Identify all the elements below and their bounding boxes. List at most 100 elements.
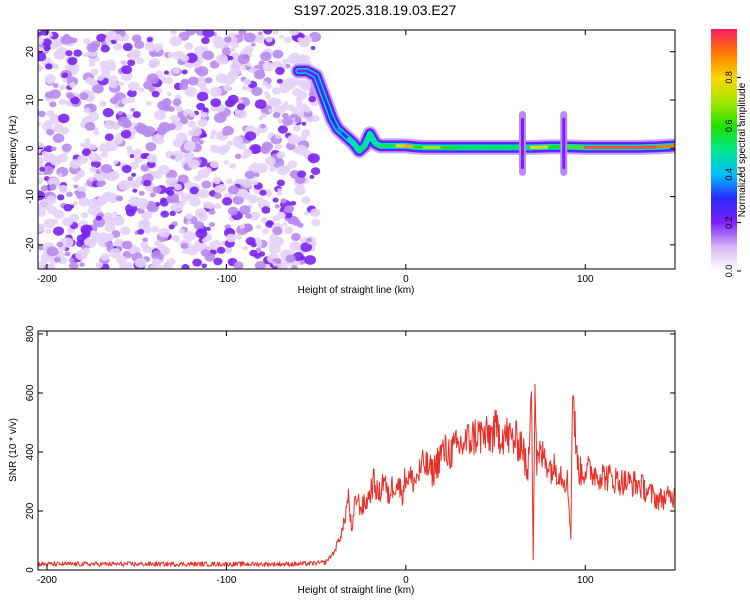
noise-speckle (134, 155, 139, 159)
noise-speckle (28, 107, 39, 116)
noise-speckle (206, 227, 211, 231)
noise-speckle (294, 117, 301, 123)
noise-speckle (110, 97, 119, 104)
noise-speckle (128, 82, 139, 92)
snr-ytick-label: 400 (25, 443, 36, 460)
noise-speckle (235, 141, 241, 146)
noise-speckle (277, 165, 289, 175)
noise-speckle (24, 73, 33, 81)
noise-speckle (194, 221, 204, 230)
noise-speckle (273, 101, 279, 106)
noise-speckle (245, 171, 255, 179)
noise-speckle (108, 145, 114, 150)
noise-speckle (261, 217, 268, 223)
colorbar-tick-label: 0.4 (724, 168, 734, 181)
noise-speckle (154, 43, 163, 50)
noise-speckle (105, 216, 117, 226)
noise-speckle (149, 265, 158, 272)
noise-speckle (301, 129, 310, 137)
noise-speckle (192, 259, 202, 267)
noise-speckle (282, 222, 287, 226)
noise-speckle (267, 221, 273, 226)
noise-speckle (210, 98, 221, 107)
noise-speckle (187, 43, 192, 47)
noise-speckle (243, 149, 252, 157)
colorbar-tick-label: 0.6 (724, 120, 734, 133)
noise-speckle (197, 92, 208, 102)
noise-speckle (207, 203, 215, 210)
noise-speckle (67, 57, 77, 65)
noise-speckle (272, 227, 282, 236)
noise-speckle (214, 203, 220, 208)
noise-speckle (304, 107, 311, 113)
noise-speckle (45, 63, 53, 69)
noise-speckle (73, 49, 82, 56)
noise-speckle (130, 49, 141, 58)
noise-speckle (132, 122, 137, 126)
noise-speckle (262, 81, 268, 86)
noise-speckle (181, 243, 189, 249)
noise-speckle (240, 224, 245, 229)
noise-speckle (142, 238, 148, 243)
noise-speckle (291, 107, 299, 114)
noise-speckle (81, 212, 88, 218)
noise-speckle (47, 79, 53, 84)
noise-speckle (35, 157, 44, 164)
noise-speckle (263, 27, 272, 35)
noise-speckle (166, 177, 178, 187)
noise-speckle (53, 227, 64, 236)
noise-speckle (241, 179, 252, 188)
noise-speckle (278, 125, 288, 133)
noise-speckle (303, 55, 310, 61)
colorbar: 0.00.20.40.60.8 Normalized spectral ampl… (711, 29, 748, 277)
noise-speckle (96, 181, 104, 188)
noise-speckle (276, 151, 285, 158)
noise-speckle (160, 211, 169, 218)
noise-speckle (155, 137, 164, 145)
noise-speckle (79, 262, 85, 267)
noise-speckle (247, 63, 252, 67)
noise-speckle (101, 164, 112, 173)
noise-speckle (118, 117, 130, 127)
noise-speckle (182, 249, 188, 254)
noise-speckle (183, 231, 195, 241)
noise-speckle (292, 88, 302, 96)
spectrogram-xtick-label: 100 (577, 274, 594, 285)
figure-title: S197.2025.318.19.03.E27 (294, 2, 457, 18)
noise-speckle (35, 52, 46, 61)
noise-speckle (149, 76, 159, 84)
noise-speckle (191, 244, 201, 252)
noise-speckle (57, 242, 64, 248)
noise-speckle (251, 212, 260, 219)
noise-speckle (151, 51, 156, 55)
noise-speckle (93, 204, 101, 211)
noise-speckle (243, 246, 248, 250)
noise-speckle (287, 134, 299, 144)
noise-speckle (260, 52, 271, 62)
noise-speckle (167, 190, 175, 196)
noise-speckle (61, 85, 67, 90)
noise-speckle (109, 248, 121, 258)
noise-speckle (210, 135, 215, 139)
noise-speckle (82, 248, 90, 255)
noise-speckle (291, 265, 298, 270)
noise-speckle (96, 215, 102, 220)
noise-speckle (216, 73, 228, 83)
noise-speckle (72, 176, 79, 182)
noise-speckle (224, 160, 229, 164)
noise-speckle (182, 69, 188, 74)
noise-speckle (310, 208, 320, 217)
noise-speckle (49, 113, 57, 119)
noise-speckle (58, 173, 63, 177)
noise-speckle (220, 145, 228, 152)
noise-speckle (135, 258, 147, 268)
noise-speckle (74, 190, 79, 195)
spectrogram-xtick-label: -100 (216, 274, 236, 285)
noise-speckle (197, 119, 207, 128)
noise-speckle (224, 36, 232, 42)
noise-speckle (195, 208, 207, 218)
noise-speckle (40, 200, 52, 210)
noise-speckle (242, 85, 248, 90)
noise-speckle (296, 100, 302, 105)
noise-speckle (145, 142, 156, 151)
